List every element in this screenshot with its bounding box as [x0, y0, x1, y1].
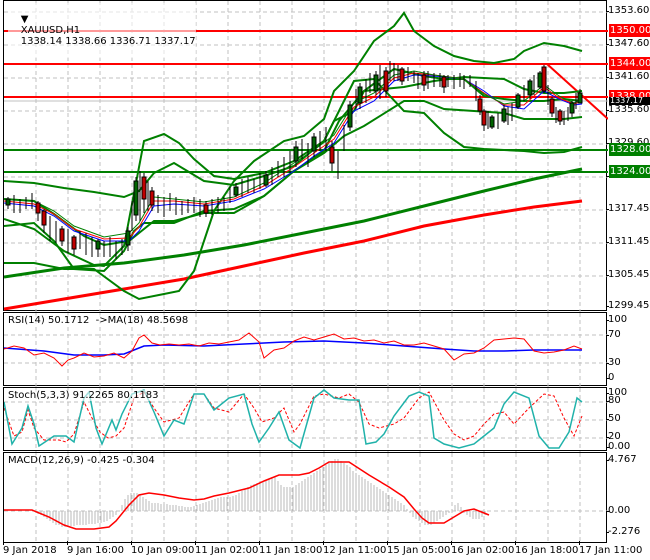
price-tick: 1311.45 [605, 236, 650, 247]
candle-bodies [5, 66, 583, 250]
price-tick: 1353.60 [605, 5, 650, 16]
level-tag-1350: 1350.00 [609, 24, 650, 37]
rsi-canvas [4, 313, 608, 387]
price-chart-canvas [4, 1, 608, 312]
macd-canvas [4, 453, 608, 544]
time-label: 12 Jan 11:00 [323, 541, 387, 556]
level-tag-1328: 1328.00 [609, 143, 650, 156]
stoch-tick: 0.00 [605, 441, 631, 452]
stoch-tick: 80 [606, 395, 621, 406]
stoch-tick: 50 [606, 413, 621, 424]
macd-histogram [37, 459, 486, 527]
macd-axis: 4.767 0.00 -2.276 [605, 452, 650, 543]
level-tag-1324: 1324.00 [609, 165, 650, 178]
stochastic-pane[interactable]: Stoch(5,3,3) 91.2265 80.1183 [3, 387, 608, 452]
macd-label: MACD(12,26,9) -0.425 -0.304 [8, 455, 155, 466]
rsi-tick: 70 [606, 329, 621, 340]
macd-tick: -2.276 [605, 526, 641, 537]
price-tick: 1305.45 [605, 269, 650, 280]
time-label: 16 Jan 02:00 [451, 541, 515, 556]
rsi-label: RSI(14) 50.1712 ->MA(18) 48.5698 [8, 315, 189, 326]
time-label: 16 Jan 18:00 [515, 541, 579, 556]
current-price-tag: 1337.17 [609, 97, 650, 105]
price-chart-pane[interactable]: ▼ XAUUSD,H1 1338.14 1338.66 1336.71 1337… [3, 0, 608, 312]
price-tick: 1347.60 [605, 38, 650, 49]
chart-header: ▼ XAUUSD,H1 1338.14 1338.66 1336.71 1337… [8, 3, 196, 58]
time-label: 9 Jan 2018 [3, 541, 57, 556]
stochastic-axis: 100 80 50 20 0.00 [605, 387, 650, 452]
stoch-tick: 100 [605, 387, 628, 398]
price-tick: 1329.60 [605, 137, 649, 148]
rsi-axis: 100 70 30 0 [605, 312, 650, 386]
rsi-pane[interactable]: RSI(14) 50.1712 ->MA(18) 48.5698 [3, 312, 608, 387]
time-label: 11 Jan 02:00 [195, 541, 259, 556]
stochastic-label: Stoch(5,3,3) 91.2265 80.1183 [8, 390, 159, 401]
symbol-label: XAUUSD,H1 [20, 25, 81, 36]
level-tag-1344: 1344.00 [609, 57, 650, 70]
price-tick: 1299.45 [605, 300, 650, 311]
price-tick: 1335.60 [605, 104, 650, 115]
time-label: 15 Jan 05:00 [387, 541, 451, 556]
rsi-tick: 100 [605, 314, 628, 325]
macd-tick: 4.767 [606, 454, 637, 465]
price-tick: 1341.60 [605, 71, 650, 82]
stoch-tick: 20 [606, 431, 621, 442]
time-label: 9 Jan 16:00 [67, 541, 124, 556]
rsi-tick: 0 [605, 372, 615, 383]
time-label: 10 Jan 09:00 [131, 541, 195, 556]
ohlc-values: 1338.14 1338.66 1336.71 1337.17 [20, 36, 196, 47]
chart-menu-arrow-icon[interactable]: ▼ [20, 14, 29, 25]
macd-pane[interactable]: MACD(12,26,9) -0.425 -0.304 [3, 452, 608, 544]
macd-tick: 0.00 [605, 505, 631, 516]
time-label: 11 Jan 18:00 [259, 541, 323, 556]
time-label: 17 Jan 11:00 [579, 541, 643, 556]
price-tick: 1317.45 [605, 203, 650, 214]
rsi-tick: 30 [606, 357, 621, 368]
time-axis: 9 Jan 2018 9 Jan 16:00 10 Jan 09:00 11 J… [0, 541, 650, 560]
price-axis: 1353.60 1347.60 1341.60 1335.60 1329.60 … [605, 0, 650, 311]
